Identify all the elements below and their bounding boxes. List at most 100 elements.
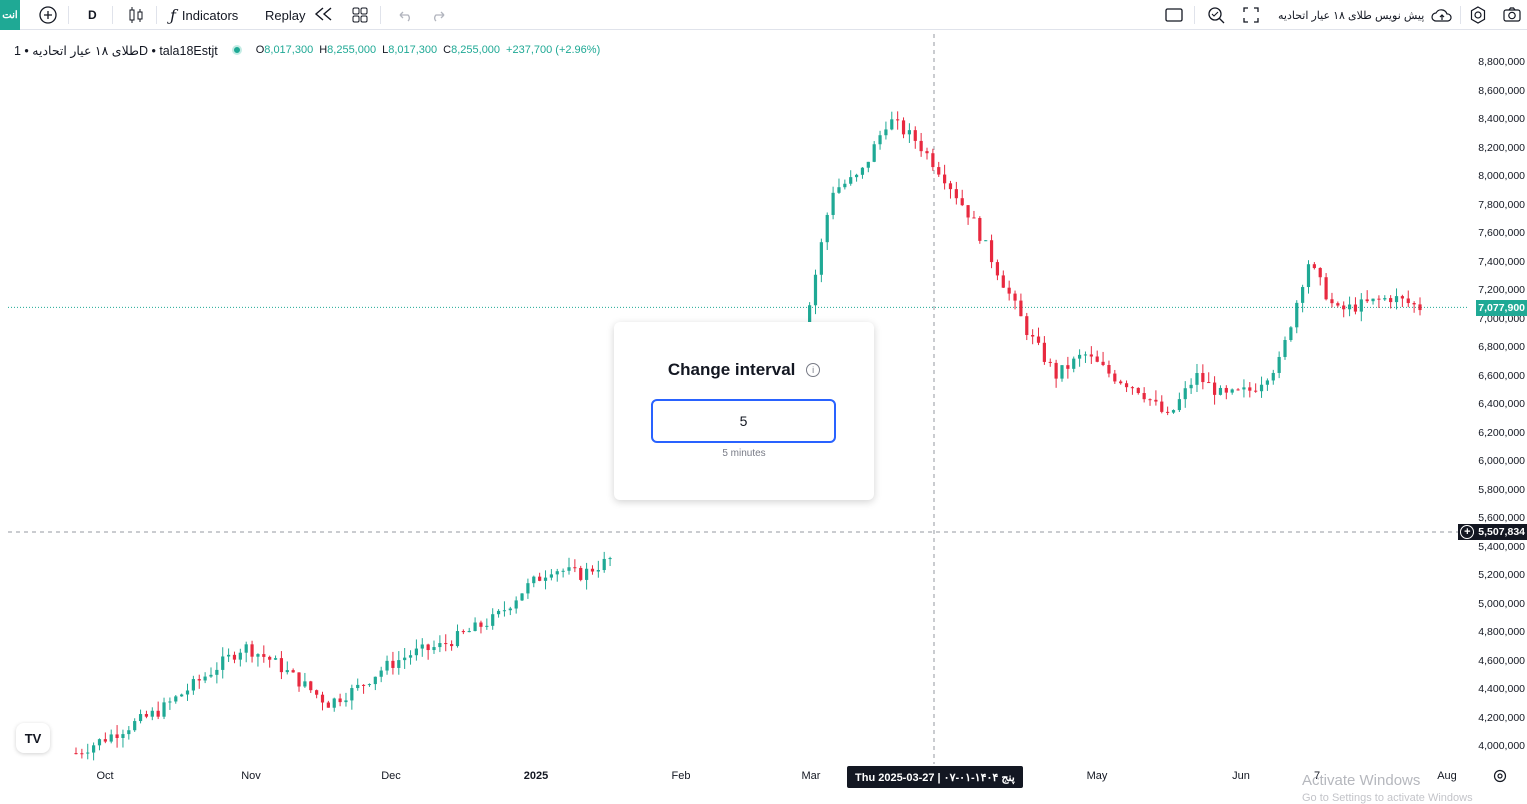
candle (1136, 387, 1140, 395)
price-axis-label: 6,600,000 (1478, 369, 1525, 382)
time-axis-label: 7 (1313, 770, 1321, 782)
candle (391, 651, 395, 675)
candle (150, 707, 154, 721)
legend-symbol[interactable]: طلای ۱۸ عیار اتحادیه • 1D • tala18Estjt (14, 43, 218, 58)
legend-change-value: +237,700 (+2.96%) (506, 44, 601, 56)
candle (244, 641, 248, 663)
candle (813, 269, 818, 315)
candle (1095, 350, 1099, 363)
tradingview-logo[interactable]: TV (16, 723, 50, 753)
candle (585, 562, 589, 590)
candle (215, 662, 219, 684)
candle (496, 609, 501, 618)
candlestick-chart[interactable] (8, 34, 1468, 764)
candle (1389, 295, 1393, 309)
candle (937, 161, 941, 177)
candle (103, 732, 107, 744)
candle (1025, 312, 1029, 341)
candle (1295, 300, 1299, 334)
candle (1077, 349, 1082, 367)
candle (485, 618, 489, 630)
last-price-tag: 7,077,900 (1476, 300, 1527, 316)
candle (1365, 290, 1369, 304)
candle (180, 693, 184, 697)
layout-grid-icon[interactable] (350, 0, 370, 30)
interval-button[interactable]: D (88, 8, 97, 22)
candle (1072, 356, 1076, 373)
top-toolbar: انت D ƒ Indicators Replay پیش نویس طلای … (0, 0, 1527, 30)
price-axis-label: 4,000,000 (1478, 740, 1525, 752)
candle (250, 640, 254, 663)
candles-icon[interactable] (126, 0, 146, 30)
candle (138, 709, 143, 724)
candle (320, 691, 325, 711)
time-axis-label: Feb (671, 770, 691, 782)
candle (1060, 365, 1064, 382)
candle (450, 640, 454, 651)
candle (197, 674, 201, 689)
indicators-button[interactable]: ƒ Indicators (170, 0, 238, 30)
time-axis-label: Aug (1437, 770, 1457, 782)
undo-icon[interactable] (396, 0, 414, 30)
candle (1054, 359, 1058, 388)
candle (860, 167, 865, 179)
settings-gear-icon[interactable] (1468, 0, 1488, 30)
candle (420, 638, 424, 657)
candle (1289, 326, 1293, 342)
price-axis-label: 5,400,000 (1478, 540, 1525, 553)
expand-icon[interactable] (1242, 0, 1260, 30)
price-axis-label: 8,600,000 (1478, 84, 1525, 97)
candle (1148, 398, 1152, 406)
price-axis-label: 8,800,000 (1478, 56, 1525, 68)
legend-open-value: 8,017,300 (264, 44, 314, 56)
candle (273, 655, 278, 660)
camera-icon[interactable] (1502, 0, 1522, 30)
quick-search-icon[interactable] (1206, 0, 1226, 30)
symbol-legend: طلای ۱۸ عیار اتحادیه • 1D • tala18Estjt … (14, 40, 606, 60)
candle (602, 551, 606, 573)
price-axis[interactable]: 8,800,000 8,600,000 8,400,000 8,200,000 8,00… (1468, 34, 1527, 764)
price-axis-label: 7,400,000 (1478, 255, 1525, 268)
candle (1107, 360, 1111, 378)
candle (156, 701, 160, 720)
candle (361, 684, 366, 694)
fullscreen-box-icon[interactable] (1164, 0, 1184, 30)
activate-windows-subtext: Go to Settings to activate Windows (1302, 792, 1473, 804)
candle (1042, 336, 1046, 365)
candle (943, 164, 947, 190)
crosshair-price-tag: + 5,507,834 (1458, 524, 1527, 540)
candle (1218, 385, 1223, 396)
candle (989, 234, 994, 269)
crosshair-add-icon[interactable]: + (1460, 525, 1475, 539)
add-symbol-icon[interactable] (38, 0, 58, 30)
replay-button[interactable]: Replay (265, 0, 335, 30)
time-axis-label: Mar (801, 770, 821, 782)
info-icon[interactable]: i (806, 363, 821, 377)
left-accent-button[interactable]: انت (0, 0, 20, 30)
candle (268, 655, 272, 668)
candle (115, 725, 119, 748)
candle (303, 672, 307, 688)
candle (1119, 379, 1123, 385)
candle (1336, 301, 1340, 308)
candle (1019, 293, 1023, 317)
time-axis-settings-icon[interactable] (1492, 768, 1508, 789)
candle (1371, 298, 1375, 305)
symbol-title[interactable]: پیش نویس طلای ۱۸ عیار اتحادیه (1278, 9, 1425, 22)
time-axis[interactable]: Oct Nov Dec 2025 Feb Mar May Jun 7 Aug (0, 764, 1468, 790)
candle (144, 710, 149, 719)
cloud-upload-icon[interactable] (1430, 0, 1454, 30)
interval-input[interactable]: 5 (651, 399, 836, 443)
candle (972, 210, 976, 219)
candle (1312, 262, 1316, 270)
candle (901, 117, 906, 139)
function-icon: ƒ (170, 5, 176, 25)
tv-logo-text: TV (24, 730, 42, 746)
candle (455, 624, 460, 648)
crosshair-date-tag: Thu 2025-03-27 | پنج ۱۴۰۴-۰۱-۰۷ (847, 766, 1023, 788)
candle (385, 655, 389, 675)
redo-icon[interactable] (430, 0, 448, 30)
candle (1301, 284, 1305, 313)
candle (185, 683, 190, 701)
candle (373, 676, 377, 691)
